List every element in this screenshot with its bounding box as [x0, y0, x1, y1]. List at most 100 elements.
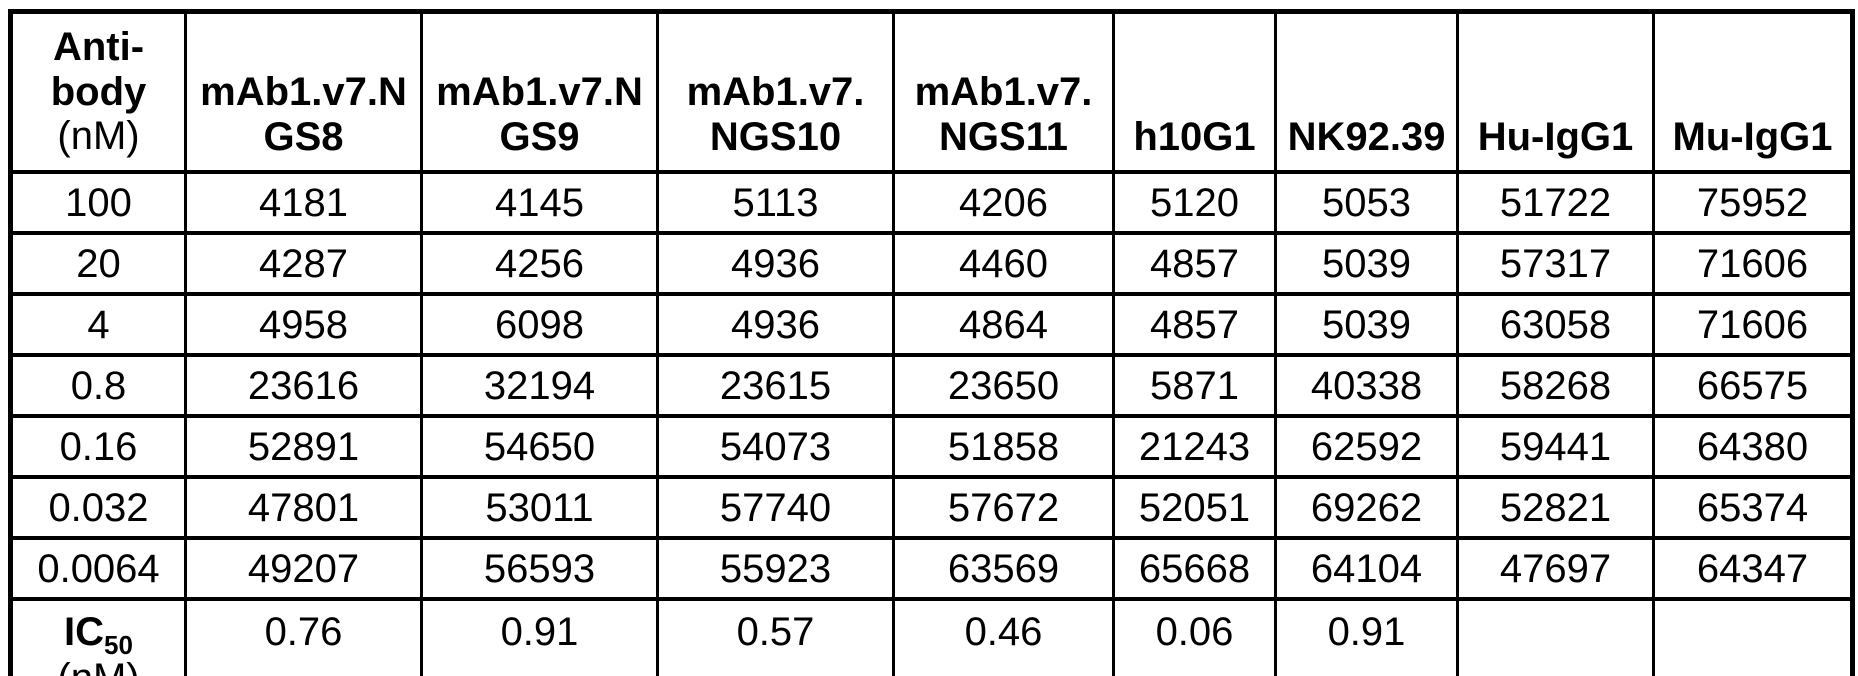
data-cell: 64380 — [1652, 414, 1854, 479]
header-mab1-v7-ngs8: mAb1.v7.N GS8 — [184, 9, 423, 174]
data-cell: 53011 — [420, 475, 659, 540]
data-cell: 66575 — [1652, 353, 1854, 418]
data-cell: 75952 — [1652, 170, 1854, 235]
data-cell: 65668 — [1112, 536, 1277, 601]
data-cell: 57740 — [656, 475, 895, 540]
row-label: 0.8 — [9, 353, 187, 418]
table-row-20: 20 4287 4256 4936 4460 4857 5039 57317 7… — [9, 231, 1854, 296]
ic50-value-cell: 0.57 — [656, 597, 895, 676]
data-cell: 65374 — [1652, 475, 1854, 540]
data-cell: 4287 — [184, 231, 423, 296]
data-cell: 5039 — [1274, 231, 1459, 296]
data-cell: 40338 — [1274, 353, 1459, 418]
data-cell: 23650 — [892, 353, 1115, 418]
header-line: mAb1.v7.N — [436, 70, 643, 115]
header-line: Mu-IgG1 — [1672, 115, 1833, 160]
ic50-value-cell: 0.91 — [1274, 597, 1459, 676]
table-row-0-16: 0.16 52891 54650 54073 51858 21243 62592… — [9, 414, 1854, 479]
data-cell: 52821 — [1456, 475, 1655, 540]
header-mu-igg1: Mu-IgG1 — [1652, 9, 1854, 174]
data-cell: 63058 — [1456, 292, 1655, 357]
data-cell: 71606 — [1652, 231, 1854, 296]
data-cell: 32194 — [420, 353, 659, 418]
data-cell: 5113 — [656, 170, 895, 235]
row-label: 4 — [9, 292, 187, 357]
data-cell: 71606 — [1652, 292, 1854, 357]
header-line: mAb1.v7. — [914, 70, 1093, 115]
ic50-label: IC50 — [64, 610, 133, 660]
data-cell: 4857 — [1112, 231, 1277, 296]
header-line: mAb1.v7.N — [200, 70, 407, 115]
data-cell: 4256 — [420, 231, 659, 296]
data-cell: 4936 — [656, 231, 895, 296]
data-cell: 23616 — [184, 353, 423, 418]
data-cell: 52051 — [1112, 475, 1277, 540]
header-line: h10G1 — [1133, 115, 1256, 160]
data-cell: 4857 — [1112, 292, 1277, 357]
header-line: GS9 — [499, 115, 580, 160]
data-cell: 59441 — [1456, 414, 1655, 479]
header-line: NGS10 — [709, 115, 842, 160]
header-mab1-v7-ngs11: mAb1.v7. NGS11 — [892, 9, 1115, 174]
data-cell: 69262 — [1274, 475, 1459, 540]
data-cell: 52891 — [184, 414, 423, 479]
table-row-100: 100 4181 4145 5113 4206 5120 5053 51722 … — [9, 170, 1854, 235]
header-h10g1: h10G1 — [1112, 9, 1277, 174]
ic50-value-cell: 0.46 — [892, 597, 1115, 676]
table-row-4: 4 4958 6098 4936 4864 4857 5039 63058 71… — [9, 292, 1854, 357]
data-cell: 4460 — [892, 231, 1115, 296]
header-nk92-39: NK92.39 — [1274, 9, 1459, 174]
data-cell: 63569 — [892, 536, 1115, 601]
data-cell: 5120 — [1112, 170, 1277, 235]
data-cell: 47801 — [184, 475, 423, 540]
header-line: body — [50, 69, 147, 114]
header-line: GS8 — [263, 115, 344, 160]
table-row-ic50: IC50 (nM) 0.76 0.91 0.57 0.46 0.06 0.91 — [9, 597, 1854, 676]
header-hu-igg1: Hu-IgG1 — [1456, 9, 1655, 174]
header-line: Anti- — [52, 24, 145, 69]
data-cell: 64104 — [1274, 536, 1459, 601]
row-label: 0.032 — [9, 475, 187, 540]
antibody-ic50-table: Anti- body (nM) mAb1.v7.N GS8 mAb1.v7.N … — [8, 9, 1855, 676]
header-line: NGS11 — [939, 115, 1068, 160]
data-cell: 6098 — [420, 292, 659, 357]
row-label: 20 — [9, 231, 187, 296]
header-mab1-v7-ngs10: mAb1.v7. NGS10 — [656, 9, 895, 174]
data-cell: 47697 — [1456, 536, 1655, 601]
data-cell: 5871 — [1112, 353, 1277, 418]
data-cell: 49207 — [184, 536, 423, 601]
table-row-0-8: 0.8 23616 32194 23615 23650 5871 40338 5… — [9, 353, 1854, 418]
data-cell: 56593 — [420, 536, 659, 601]
data-cell: 5053 — [1274, 170, 1459, 235]
data-cell: 57672 — [892, 475, 1115, 540]
row-label: 0.16 — [9, 414, 187, 479]
data-cell: 51722 — [1456, 170, 1655, 235]
data-cell: 23615 — [656, 353, 895, 418]
header-line: mAb1.v7. — [686, 70, 865, 115]
data-cell: 55923 — [656, 536, 895, 601]
ic50-value-cell-empty — [1456, 597, 1655, 676]
data-cell: 64347 — [1652, 536, 1854, 601]
data-cell: 4206 — [892, 170, 1115, 235]
header-antibody-nm: Anti- body (nM) — [9, 9, 187, 174]
ic50-value-cell-empty — [1652, 597, 1854, 676]
ic50-value-cell: 0.91 — [420, 597, 659, 676]
header-line: NK92.39 — [1287, 115, 1446, 160]
header-row: Anti- body (nM) mAb1.v7.N GS8 mAb1.v7.N … — [9, 9, 1854, 174]
data-cell: 4936 — [656, 292, 895, 357]
ic50-unit: (nM) — [14, 655, 183, 676]
header-line: Hu-IgG1 — [1477, 115, 1634, 160]
row-label: 100 — [9, 170, 187, 235]
data-cell: 54650 — [420, 414, 659, 479]
header-mab1-v7-ngs9: mAb1.v7.N GS9 — [420, 9, 659, 174]
ic50-value-cell: 0.06 — [1112, 597, 1277, 676]
data-cell: 4181 — [184, 170, 423, 235]
table-row-0-032: 0.032 47801 53011 57740 57672 52051 6926… — [9, 475, 1854, 540]
table-row-0-0064: 0.0064 49207 56593 55923 63569 65668 641… — [9, 536, 1854, 601]
data-cell: 62592 — [1274, 414, 1459, 479]
ic50-row-label: IC50 (nM) — [9, 597, 187, 676]
data-cell: 5039 — [1274, 292, 1459, 357]
row-label: 0.0064 — [9, 536, 187, 601]
data-cell: 51858 — [892, 414, 1115, 479]
